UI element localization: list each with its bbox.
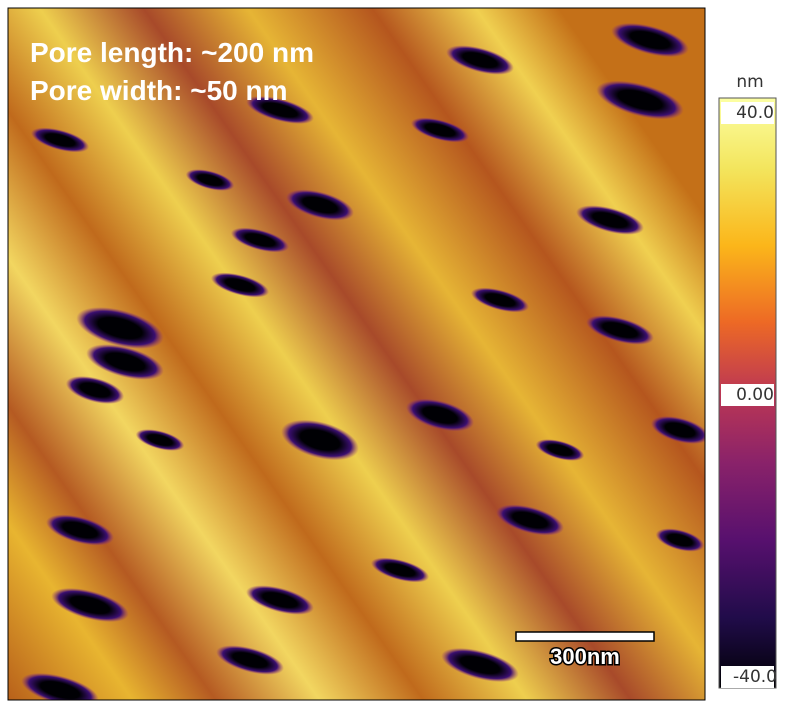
scale-bar (515, 631, 655, 642)
image-border (7, 7, 706, 701)
colorbar-tick-label: 0.00 (736, 385, 774, 405)
colorbar-label-bg (721, 102, 774, 124)
annotation: Pore width: ~50 nm (30, 75, 288, 106)
colorbar-label-bg (721, 666, 774, 688)
annotation: Pore length: ~200 nm (30, 37, 314, 68)
scale-bar-label: 300nm (550, 644, 620, 669)
colorbar-tick-label: -40.0 (733, 667, 777, 687)
colorbar-tick-label: 40.0 (736, 103, 774, 123)
colorbar-unit: nm (736, 72, 763, 92)
colorbar-label-bg (721, 384, 774, 406)
afm-image: Pore length: ~200 nm Pore width: ~50 nm … (8, 8, 705, 700)
pores (21, 22, 705, 700)
